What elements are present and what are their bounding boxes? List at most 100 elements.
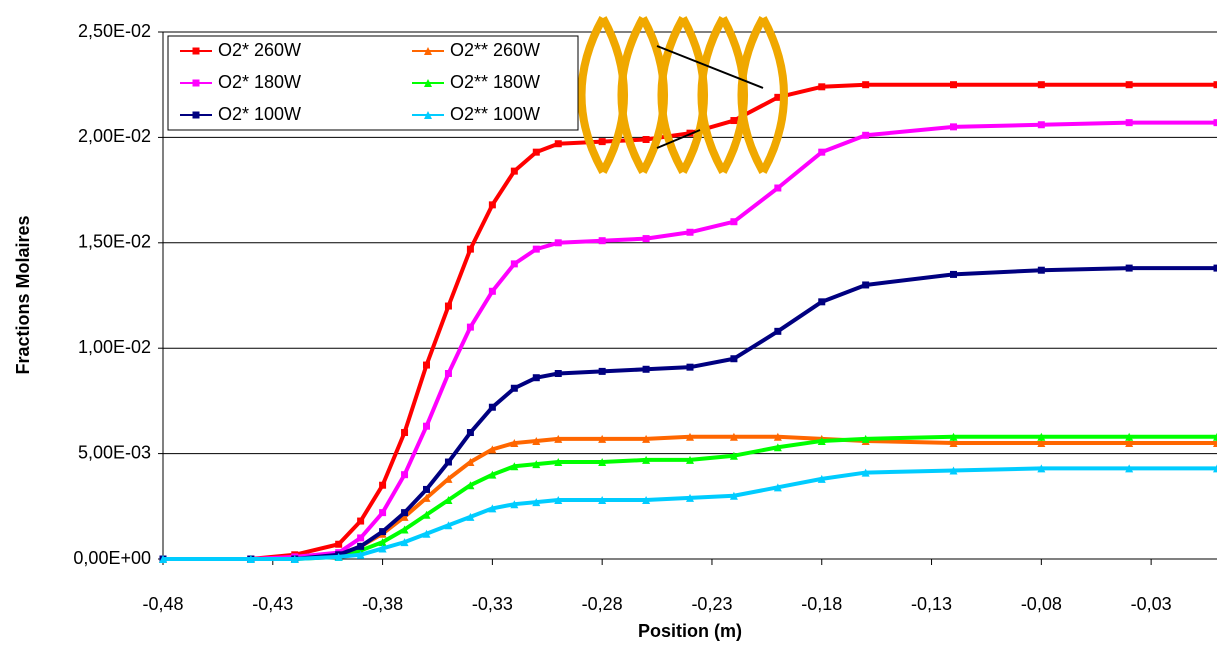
marker [1213,439,1217,448]
marker [488,287,496,295]
marker [192,47,200,55]
marker [598,237,606,245]
marker [400,512,409,521]
marker [949,432,958,441]
x-tick-label: -0,23 [691,594,732,614]
marker [379,509,387,517]
marker [357,517,365,525]
marker [444,521,453,530]
y-axis-title: Fractions Molaires [13,215,33,374]
marker [730,218,738,226]
marker [642,365,650,373]
marker [1213,81,1217,89]
marker [774,327,782,335]
marker [686,432,694,441]
marker [773,432,782,441]
marker [466,245,474,253]
marker [424,111,432,119]
marker [192,79,200,87]
marker [730,355,738,363]
marker [686,493,694,502]
marker [817,436,826,445]
marker [729,432,738,441]
marker [510,439,519,448]
legend-label: O2* 260W [218,40,301,60]
marker [488,504,497,513]
marker [818,298,826,306]
marker [1125,439,1134,448]
marker [773,443,782,452]
marker [466,481,475,490]
marker [423,361,430,369]
marker [554,495,563,504]
marker [466,429,474,437]
marker [774,184,782,192]
marker [642,235,650,243]
marker [686,228,694,236]
marker [400,525,409,534]
y-tick-label: 1,00E-02 [78,337,151,357]
marker [357,534,365,542]
marker [861,468,870,477]
marker [818,83,826,91]
marker [642,455,651,464]
marker [510,167,518,175]
marker [335,540,343,548]
marker [949,466,958,475]
marker [401,471,409,479]
marker [334,552,343,561]
marker [444,369,452,377]
marker [554,369,562,377]
marker [598,434,607,443]
marker [686,363,694,371]
marker [290,555,299,563]
marker [554,458,563,467]
marker [424,47,432,55]
marker [444,474,453,483]
marker [466,458,475,467]
marker [444,302,452,310]
marker [554,140,562,148]
x-tick-label: -0,13 [911,594,952,614]
legend-box [167,35,579,131]
marker [192,111,200,119]
marker [488,445,497,454]
marker [1125,264,1133,272]
marker [246,555,255,563]
marker [532,460,541,469]
marker [422,493,431,502]
marker [488,403,496,411]
marker [818,148,826,156]
series-line [163,120,1217,561]
y-tick-label: 2,00E-02 [78,126,151,146]
marker [1037,121,1045,129]
marker [642,136,650,144]
marker [730,117,738,125]
marker [488,201,496,209]
marker [554,239,562,247]
marker [510,500,519,509]
marker [554,434,563,443]
marker [532,374,540,382]
x-axis-title: Position (m) [638,621,742,641]
marker [1037,464,1046,473]
marker [862,131,870,139]
marker [1213,119,1217,127]
marker [774,93,782,101]
legend-label: O2* 180W [218,72,301,92]
marker [1037,439,1046,448]
marker [466,323,474,331]
marker [950,81,957,89]
marker [642,434,651,443]
marker [729,451,738,460]
marker [423,485,430,493]
series-line [163,466,1217,561]
marker [862,281,870,289]
marker [424,79,432,87]
marker [1037,266,1045,274]
marker [379,481,387,489]
marker [444,495,453,504]
marker [510,260,518,268]
marker [1213,264,1217,272]
